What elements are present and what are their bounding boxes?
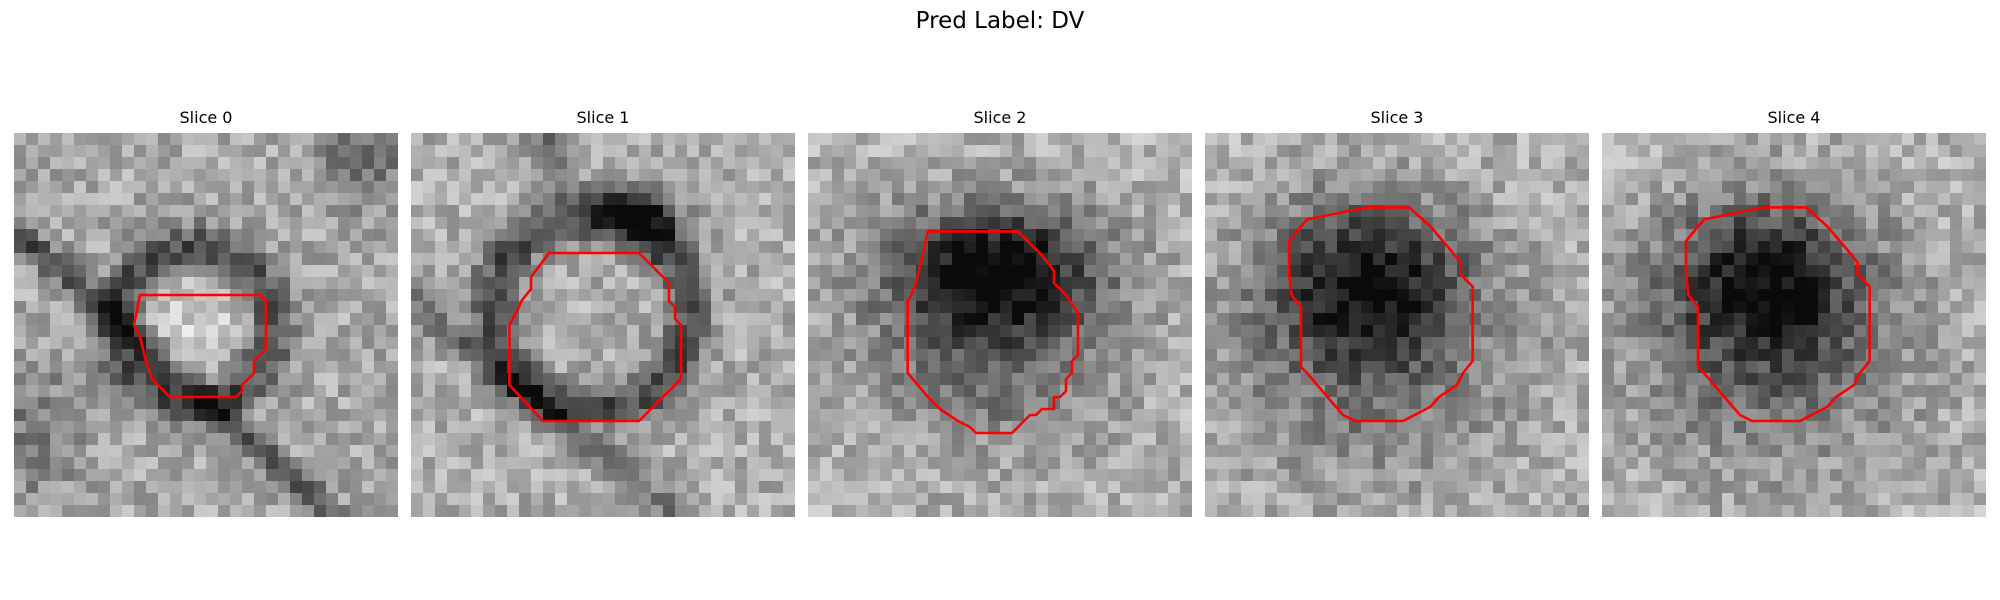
prediction-contour xyxy=(508,251,683,423)
slice-1-image xyxy=(411,133,795,517)
panel-title-slice-4: Slice 4 xyxy=(1767,108,1821,127)
panel-title-slice-0: Slice 0 xyxy=(179,108,233,127)
prediction-contour xyxy=(132,293,268,399)
panel-title-slice-3: Slice 3 xyxy=(1370,108,1424,127)
panel-title-slice-1: Slice 1 xyxy=(576,108,630,127)
panel-title-slice-2: Slice 2 xyxy=(973,108,1027,127)
slice-2-image xyxy=(808,133,1192,517)
figure-title: Pred Label: DV xyxy=(915,8,1085,34)
prediction-contour xyxy=(906,230,1080,435)
prediction-contour xyxy=(1684,206,1871,423)
slice-4-image xyxy=(1602,133,1986,517)
slice-3-image xyxy=(1205,133,1589,517)
prediction-contour xyxy=(1287,206,1474,423)
slice-0-image xyxy=(14,133,398,517)
